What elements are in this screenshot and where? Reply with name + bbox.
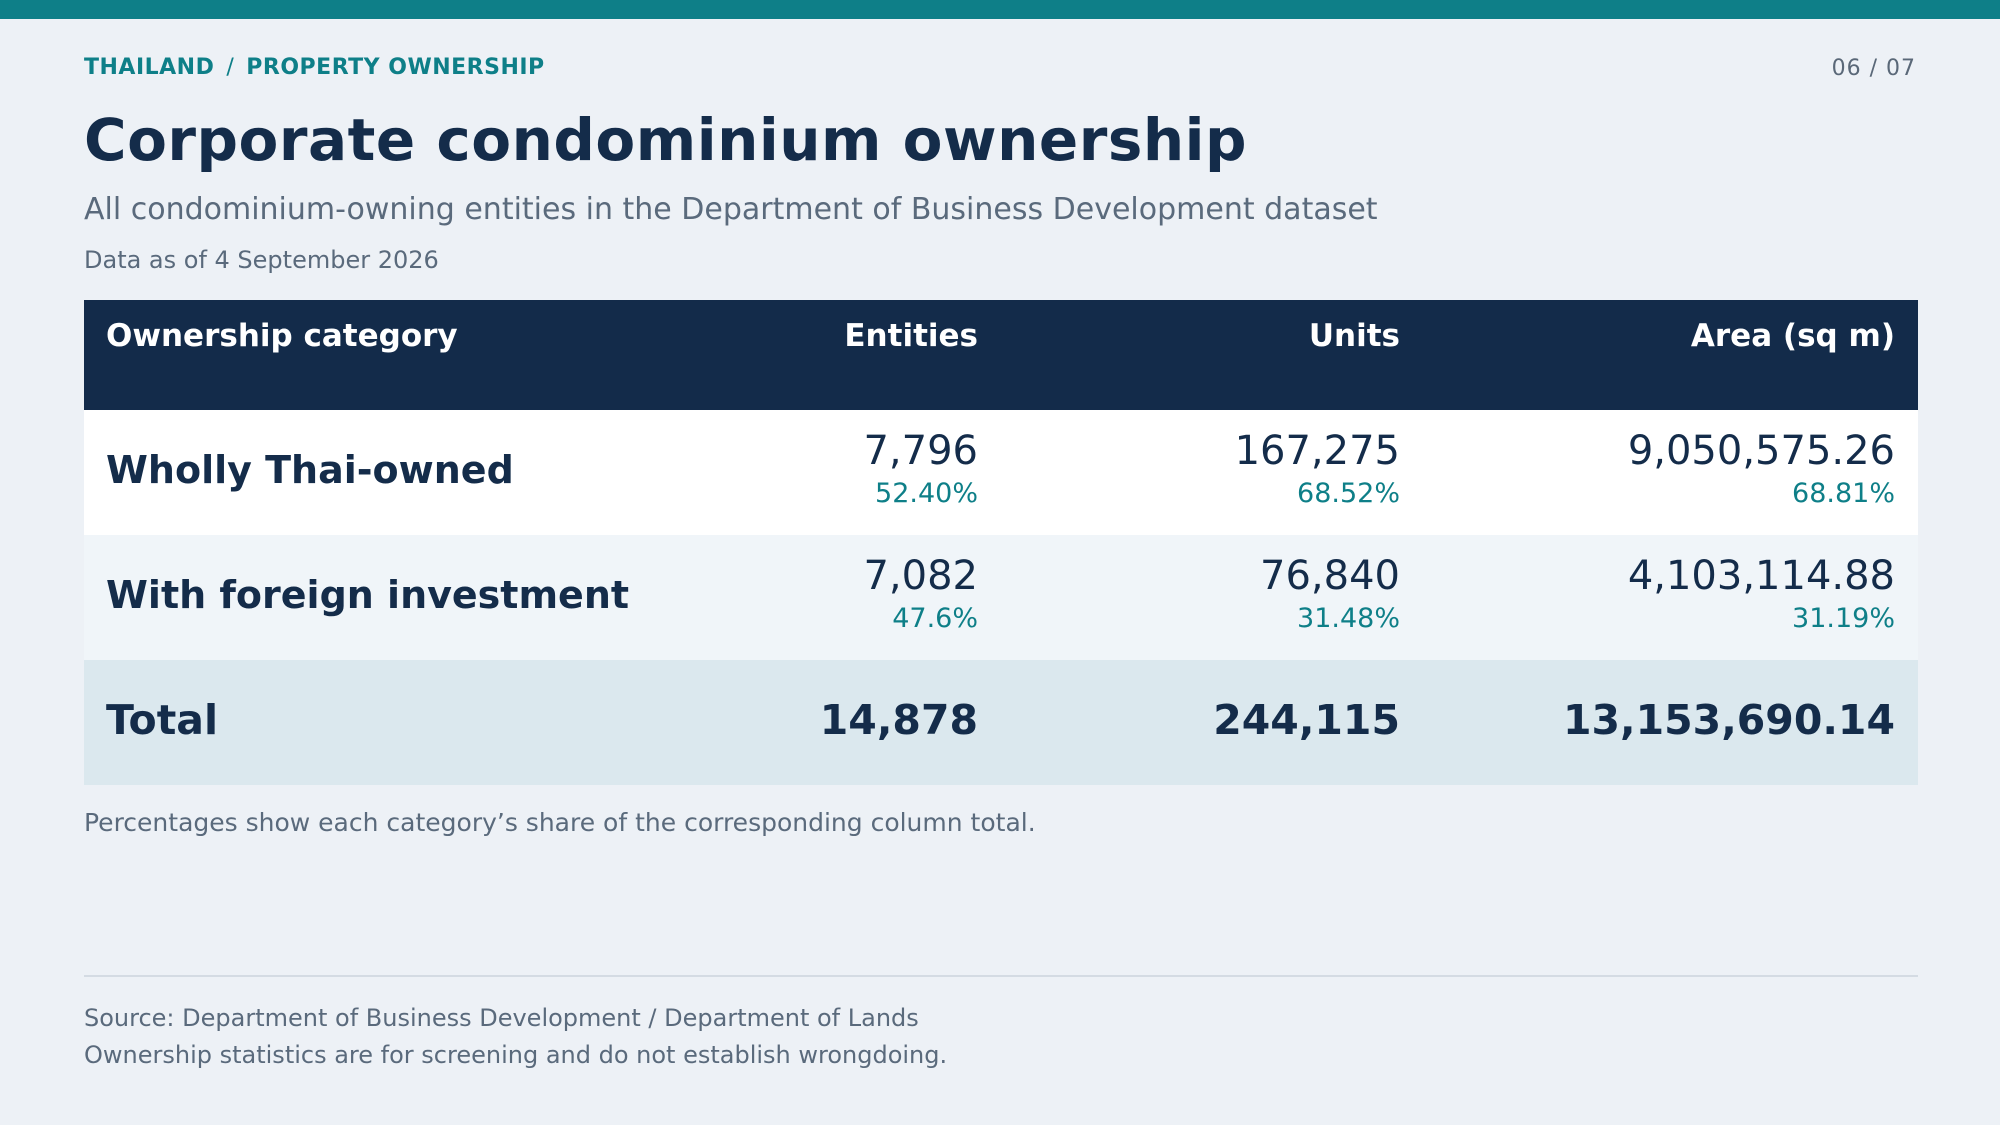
header-units: Units (1308, 318, 1400, 354)
category-label: Wholly Thai-owned (106, 448, 514, 492)
entities-share: 47.6% (892, 603, 978, 634)
data-as-of: Data as of 4 September 2026 (84, 246, 439, 274)
top-accent-bar (0, 0, 2000, 19)
entities-cell: 7,796 52.40% (863, 426, 978, 512)
footer-divider (84, 975, 1918, 977)
area-cell: 9,050,575.26 68.81% (1628, 426, 1895, 512)
page-title: Corporate condominium ownership (84, 106, 1248, 174)
units-cell: 76,840 31.48% (1260, 551, 1400, 637)
units-value: 76,840 (1260, 553, 1400, 599)
page-subtitle: All condominium-owning entities in the D… (84, 192, 1378, 227)
entities-value: 7,082 (863, 553, 978, 599)
total-area: 13,153,690.14 (1562, 696, 1895, 744)
area-share: 68.81% (1792, 478, 1895, 509)
entities-share: 52.40% (875, 478, 978, 509)
breadcrumb: THAILAND / PROPERTY OWNERSHIP (84, 55, 545, 80)
source-footer: Source: Department of Business Developme… (84, 1000, 947, 1074)
header-area: Area (sq m) (1690, 318, 1895, 354)
header-ownership-category: Ownership category (106, 318, 458, 354)
breadcrumb-country[interactable]: THAILAND (84, 55, 215, 80)
category-label: With foreign investment (106, 573, 630, 617)
area-share: 31.19% (1792, 603, 1895, 634)
entities-cell: 7,082 47.6% (863, 551, 978, 637)
breadcrumb-separator: / (226, 55, 235, 80)
entities-value: 7,796 (863, 428, 978, 474)
total-entities: 14,878 (819, 696, 978, 744)
table-row: With foreign investment 7,082 47.6% 76,8… (84, 535, 1918, 660)
breadcrumb-section[interactable]: PROPERTY OWNERSHIP (246, 55, 545, 80)
total-label: Total (106, 696, 219, 744)
disclaimer-line: Ownership statistics are for screening a… (84, 1041, 948, 1069)
units-share: 68.52% (1297, 478, 1400, 509)
table-header-row: Ownership category Entities Units Area (… (84, 300, 1918, 410)
units-share: 31.48% (1297, 603, 1400, 634)
ownership-table: Ownership category Entities Units Area (… (84, 300, 1918, 785)
units-cell: 167,275 68.52% (1235, 426, 1400, 512)
area-cell: 4,103,114.88 31.19% (1628, 551, 1895, 637)
page-indicator: 06 / 07 (1831, 56, 1916, 81)
table-footnote: Percentages show each category’s share o… (84, 808, 1036, 837)
area-value: 4,103,114.88 (1627, 553, 1895, 599)
units-value: 167,275 (1234, 428, 1400, 474)
header-entities: Entities (844, 318, 978, 354)
source-line: Source: Department of Business Developme… (84, 1004, 919, 1032)
total-units: 244,115 (1213, 696, 1400, 744)
area-value: 9,050,575.26 (1627, 428, 1895, 474)
table-row: Wholly Thai-owned 7,796 52.40% 167,275 6… (84, 410, 1918, 535)
table-total-row: Total 14,878 244,115 13,153,690.14 (84, 660, 1918, 785)
